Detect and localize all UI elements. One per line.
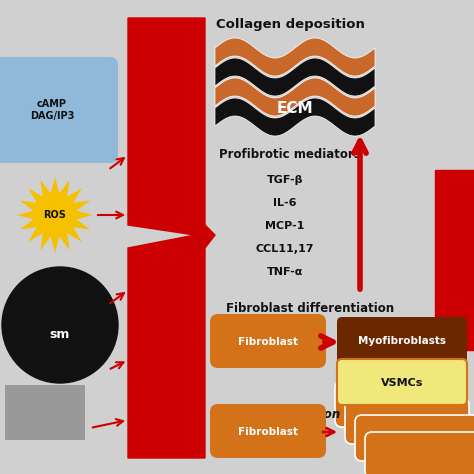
FancyBboxPatch shape [210,314,326,368]
FancyBboxPatch shape [337,359,467,405]
Text: Fibroblast: Fibroblast [238,337,298,347]
Polygon shape [215,58,375,96]
Text: Myofibroblasts: Myofibroblasts [358,336,446,346]
Text: TGF-β: TGF-β [267,175,303,185]
FancyBboxPatch shape [0,57,118,163]
Text: MCP-1: MCP-1 [265,221,305,231]
Bar [5,385,85,440]
FancyBboxPatch shape [355,415,474,461]
Text: cAMP
DAG/IP3: cAMP DAG/IP3 [30,99,74,121]
Polygon shape [215,38,375,76]
FancyBboxPatch shape [210,404,326,458]
FancyBboxPatch shape [365,432,474,474]
Text: Fibroblast: Fibroblast [238,427,298,437]
Text: sm: sm [50,328,70,341]
Polygon shape [215,78,375,116]
Text: Profibrotic mediators: Profibrotic mediators [219,148,361,161]
Bar [435,170,474,350]
Text: Collagen deposition: Collagen deposition [216,18,365,31]
FancyBboxPatch shape [337,317,467,363]
Circle shape [2,267,118,383]
Text: ECM: ECM [277,100,313,116]
Text: TNF-α: TNF-α [267,267,303,277]
Text: IL-6: IL-6 [273,198,297,208]
Text: CCL11,17: CCL11,17 [256,244,314,254]
Text: VSMCs: VSMCs [381,378,423,388]
FancyBboxPatch shape [335,381,459,427]
Text: ROS: ROS [44,210,66,220]
Text: cell proliferation: cell proliferation [230,408,340,421]
Polygon shape [17,177,93,253]
Polygon shape [128,18,215,458]
Text: Fibroblast differentiation: Fibroblast differentiation [226,302,394,315]
FancyBboxPatch shape [345,398,469,444]
Polygon shape [215,98,375,136]
